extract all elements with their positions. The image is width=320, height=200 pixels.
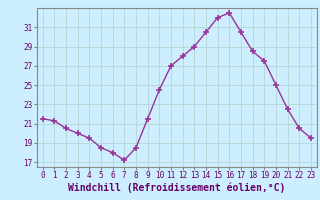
X-axis label: Windchill (Refroidissement éolien,°C): Windchill (Refroidissement éolien,°C) bbox=[68, 183, 285, 193]
